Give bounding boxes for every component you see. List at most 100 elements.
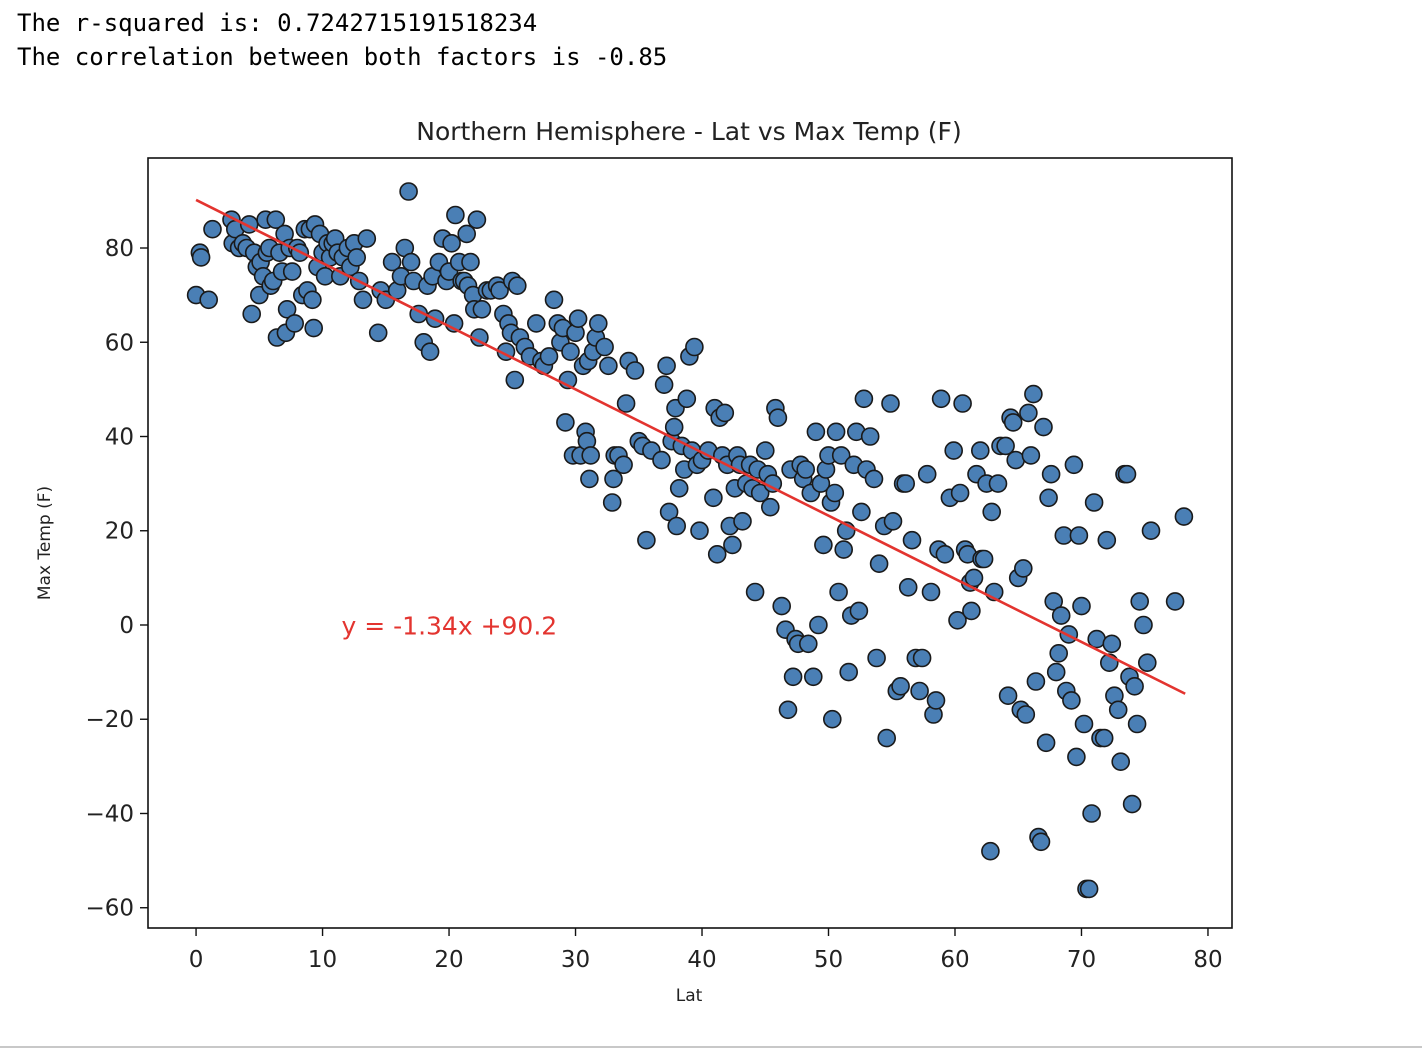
data-point [580,469,599,489]
regression-line [195,198,1186,695]
data-point [1036,733,1056,753]
data-point [266,210,286,229]
data-point [912,648,932,668]
data-point [970,441,990,460]
data-point [1041,464,1061,484]
data-point [1049,643,1068,663]
y-tick-label: −60 [85,896,134,922]
data-point [1079,879,1099,899]
regression-equation: y = -1.34x +90.2 [342,611,558,640]
data-point [1125,676,1144,696]
data-point [304,318,324,338]
data-point [357,229,377,248]
data-point [1031,832,1051,852]
data-point [783,667,803,687]
cell-divider [0,1046,1422,1048]
data-point [704,488,723,508]
data-point [750,483,770,503]
data-point [898,577,918,597]
data-point [602,493,622,512]
data-point [814,535,833,555]
data-point [998,686,1018,706]
data-point [1122,794,1142,814]
data-point [772,596,792,616]
data-point [1130,592,1149,611]
data-point [1074,714,1094,734]
correlation-text: The correlation between both factors is … [17,43,668,71]
points-layer [186,182,1194,899]
data-point [399,182,418,201]
data-point [1117,464,1137,484]
data-point [1082,804,1101,823]
data-point [461,252,480,272]
data-point [199,290,218,310]
data-point [401,252,421,272]
x-tick-label: 50 [814,947,843,973]
data-point [347,248,367,267]
data-point [1174,507,1194,526]
data-point [1034,417,1053,437]
data-point [829,582,848,602]
x-tick-label: 10 [308,947,337,973]
data-point [1127,714,1147,734]
data-point [869,554,889,574]
data-point [1111,752,1130,772]
data-point [581,446,601,465]
data-point [561,342,580,362]
data-point [877,728,897,748]
data-point [839,662,859,682]
data-point [669,478,689,498]
data-point [446,205,465,225]
data-point [1016,705,1036,724]
data-point [1141,521,1161,541]
data-point [867,648,886,668]
data-point [950,483,970,503]
data-point [1044,592,1063,611]
data-point [996,436,1015,456]
data-point [625,361,645,380]
data-point [667,516,687,536]
data-point [1013,559,1033,578]
data-point [755,441,775,460]
data-point [917,464,937,484]
cell-output: The r-squared is: 0.7242715191518234 The … [17,6,667,74]
data-point [242,304,261,324]
data-point [616,394,636,413]
data-point [891,676,910,696]
plot-frame [147,157,1233,929]
data-point [1084,493,1104,512]
data-point [1072,596,1091,616]
data-point [768,408,788,428]
data-point [733,511,752,531]
data-point [825,483,845,503]
data-point [809,615,828,635]
data-point [599,356,618,376]
y-tick-label: 60 [105,330,134,356]
y-tick-label: −20 [85,707,134,733]
x-axis: 0 10 20 30 40 50 60 70 80 [189,928,1223,973]
data-point [539,347,559,366]
data-point [490,281,509,300]
data-point [1134,615,1153,635]
data-point [420,342,440,362]
data-point [556,413,575,432]
data-point [677,389,697,409]
data-point [778,700,798,720]
data-point [931,389,951,409]
data-point [723,535,742,555]
y-tick-label: 0 [119,613,134,639]
data-point [1094,728,1114,748]
data-point [1024,384,1043,404]
data-point [1021,446,1041,465]
y-tick-label: −40 [85,801,134,827]
data-point [944,441,964,460]
x-tick-label: 0 [189,947,204,973]
data-point [1039,488,1058,508]
x-tick-label: 30 [561,947,590,973]
data-point [303,290,322,310]
data-point [353,290,373,310]
data-point [745,582,765,602]
data-point [652,450,671,470]
data-point [964,568,984,588]
x-tick-label: 80 [1193,947,1222,973]
